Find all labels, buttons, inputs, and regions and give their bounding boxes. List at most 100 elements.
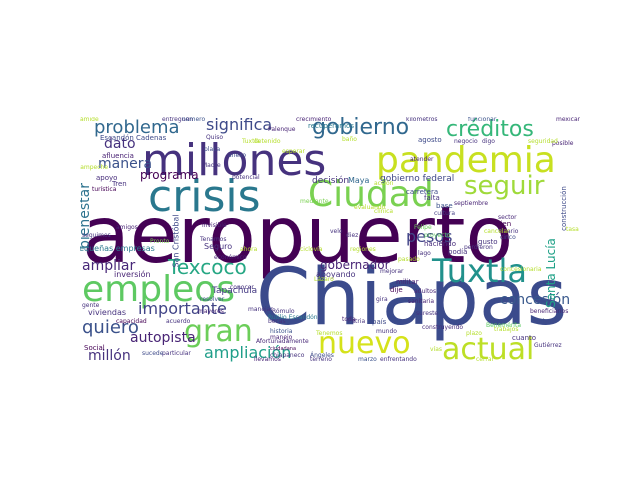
cloud-word: detenido	[254, 138, 281, 145]
cloud-word: Afortunadamente	[256, 338, 309, 345]
cloud-word: enfrentando	[380, 356, 417, 363]
cloud-word: quiero	[82, 317, 139, 338]
cloud-word: ahora	[240, 246, 258, 253]
cloud-word: chiapaneco	[270, 352, 305, 359]
cloud-word: Tren	[112, 180, 127, 188]
cloud-word: cultura	[434, 210, 456, 217]
cloud-word: pesos	[406, 227, 453, 246]
cloud-word: baño	[342, 136, 357, 143]
cloud-word: San Cristóbal	[171, 214, 181, 268]
cloud-word: llevamos	[254, 356, 281, 363]
cloud-word: militar	[396, 278, 419, 286]
cloud-word: cerrar	[476, 356, 494, 363]
cloud-word: adultos	[414, 288, 437, 295]
cloud-word: crisis	[148, 171, 261, 222]
cloud-word: acción	[374, 180, 394, 187]
cloud-word: manera	[98, 156, 153, 172]
cloud-word: mediante	[300, 198, 329, 205]
cloud-word: historia	[270, 328, 293, 335]
cloud-word: sucede	[142, 350, 164, 357]
cloud-word: sector	[498, 214, 517, 221]
cloud-word: programa	[140, 168, 199, 182]
cloud-word: concesión	[500, 292, 571, 308]
cloud-word: digo	[482, 138, 495, 145]
cloud-word: lago	[418, 250, 431, 257]
cloud-word: gobernador	[320, 258, 390, 272]
cloud-word: Vicario	[498, 228, 519, 235]
cloud-word: sureste	[416, 310, 439, 317]
cloud-word: decisión	[312, 176, 350, 186]
cloud-word: dije	[390, 286, 403, 294]
cloud-word: créditos	[446, 117, 534, 142]
cloud-word: dato	[104, 136, 136, 152]
cloud-word: Madre	[202, 162, 221, 169]
cloud-word: Tuxtla	[242, 138, 260, 145]
cloud-word: entreguen	[162, 117, 193, 123]
cloud-word: proyecto	[424, 232, 451, 239]
cloud-word: crecimiento	[296, 117, 332, 123]
cloud-word: invisible	[202, 222, 227, 229]
cloud-word: problema	[94, 117, 180, 138]
cloud-word: gobierno federal	[380, 174, 455, 184]
cloud-word: número	[182, 117, 206, 123]
cloud-word: base	[436, 202, 453, 210]
cloud-word: cancelar	[484, 228, 510, 235]
cloud-word: recuperamos	[308, 122, 354, 130]
cloud-word: evaluando	[354, 204, 386, 211]
cloud-word: Tenemos	[316, 330, 343, 337]
cloud-word: pequeñas empresas	[80, 244, 155, 253]
cloud-word: tasa	[566, 226, 579, 233]
cloud-word: mejorar	[380, 268, 404, 275]
cloud-word: turística	[92, 186, 117, 193]
cloud-word: vías	[430, 346, 443, 353]
cloud-word: seguridad	[528, 138, 558, 145]
cloud-word: atender	[410, 156, 434, 163]
cloud-word: Ciudad	[308, 174, 434, 215]
cloud-word: mundo	[376, 328, 397, 335]
cloud-word: sanitaria	[408, 298, 435, 305]
cloud-word: construyendo	[422, 324, 464, 331]
cloud-word: actual	[442, 332, 535, 367]
cloud-word: apoyo	[96, 174, 118, 182]
cloud-word: cuanto	[512, 334, 537, 342]
cloud-word: empleos	[82, 269, 235, 310]
cloud-word: pasado	[398, 256, 420, 263]
cloud-word: kilómetros	[406, 117, 438, 123]
cloud-word: carretera	[406, 188, 439, 196]
cloud-word: gira	[376, 296, 388, 303]
cloud-word: pirámide	[80, 117, 99, 123]
cloud-word: Palenque	[268, 126, 296, 133]
cloud-word: Felipe	[414, 224, 432, 231]
cloud-word: esperar	[282, 148, 305, 155]
cloud-word: gobierno	[312, 117, 410, 140]
cloud-word: ampliación	[204, 343, 292, 362]
cloud-word: diez	[346, 232, 359, 239]
cloud-word: toda	[342, 316, 356, 323]
cloud-word: autopista	[130, 330, 196, 346]
cloud-word: Tenamos	[200, 236, 227, 243]
cloud-word: afluencia	[102, 152, 134, 160]
cloud-word: mayores	[198, 308, 224, 315]
cloud-word: bienestar	[80, 183, 93, 249]
cloud-word: Patria	[348, 318, 366, 325]
cloud-word: Escandón Cadenas	[100, 134, 167, 142]
cloud-word: pandemia	[376, 140, 556, 181]
cloud-word: Tapachula	[212, 286, 258, 296]
cloud-word: inversión	[114, 270, 151, 279]
cloud-word: Social	[84, 344, 105, 352]
cloud-word: Campeche	[80, 164, 109, 171]
cloud-word: ampliar	[82, 258, 136, 274]
word-cloud: aeropuerto Chiapas millones pandemia cri…	[80, 117, 580, 367]
cloud-word: apoyando	[316, 270, 356, 279]
cloud-word: cinco	[500, 234, 516, 241]
cloud-word: regiones	[350, 246, 376, 253]
cloud-word: aeropuerto	[82, 191, 514, 281]
cloud-word: potencial	[232, 174, 260, 181]
cloud-word: manejar	[248, 306, 273, 313]
cloud-word: viviendas	[88, 308, 127, 317]
cloud-word: turismo	[534, 318, 557, 325]
cloud-word: país	[372, 318, 387, 326]
cloud-word: negocio	[454, 138, 478, 145]
cloud-word: gente	[82, 302, 100, 309]
cloud-word: Lázaro	[314, 276, 334, 283]
